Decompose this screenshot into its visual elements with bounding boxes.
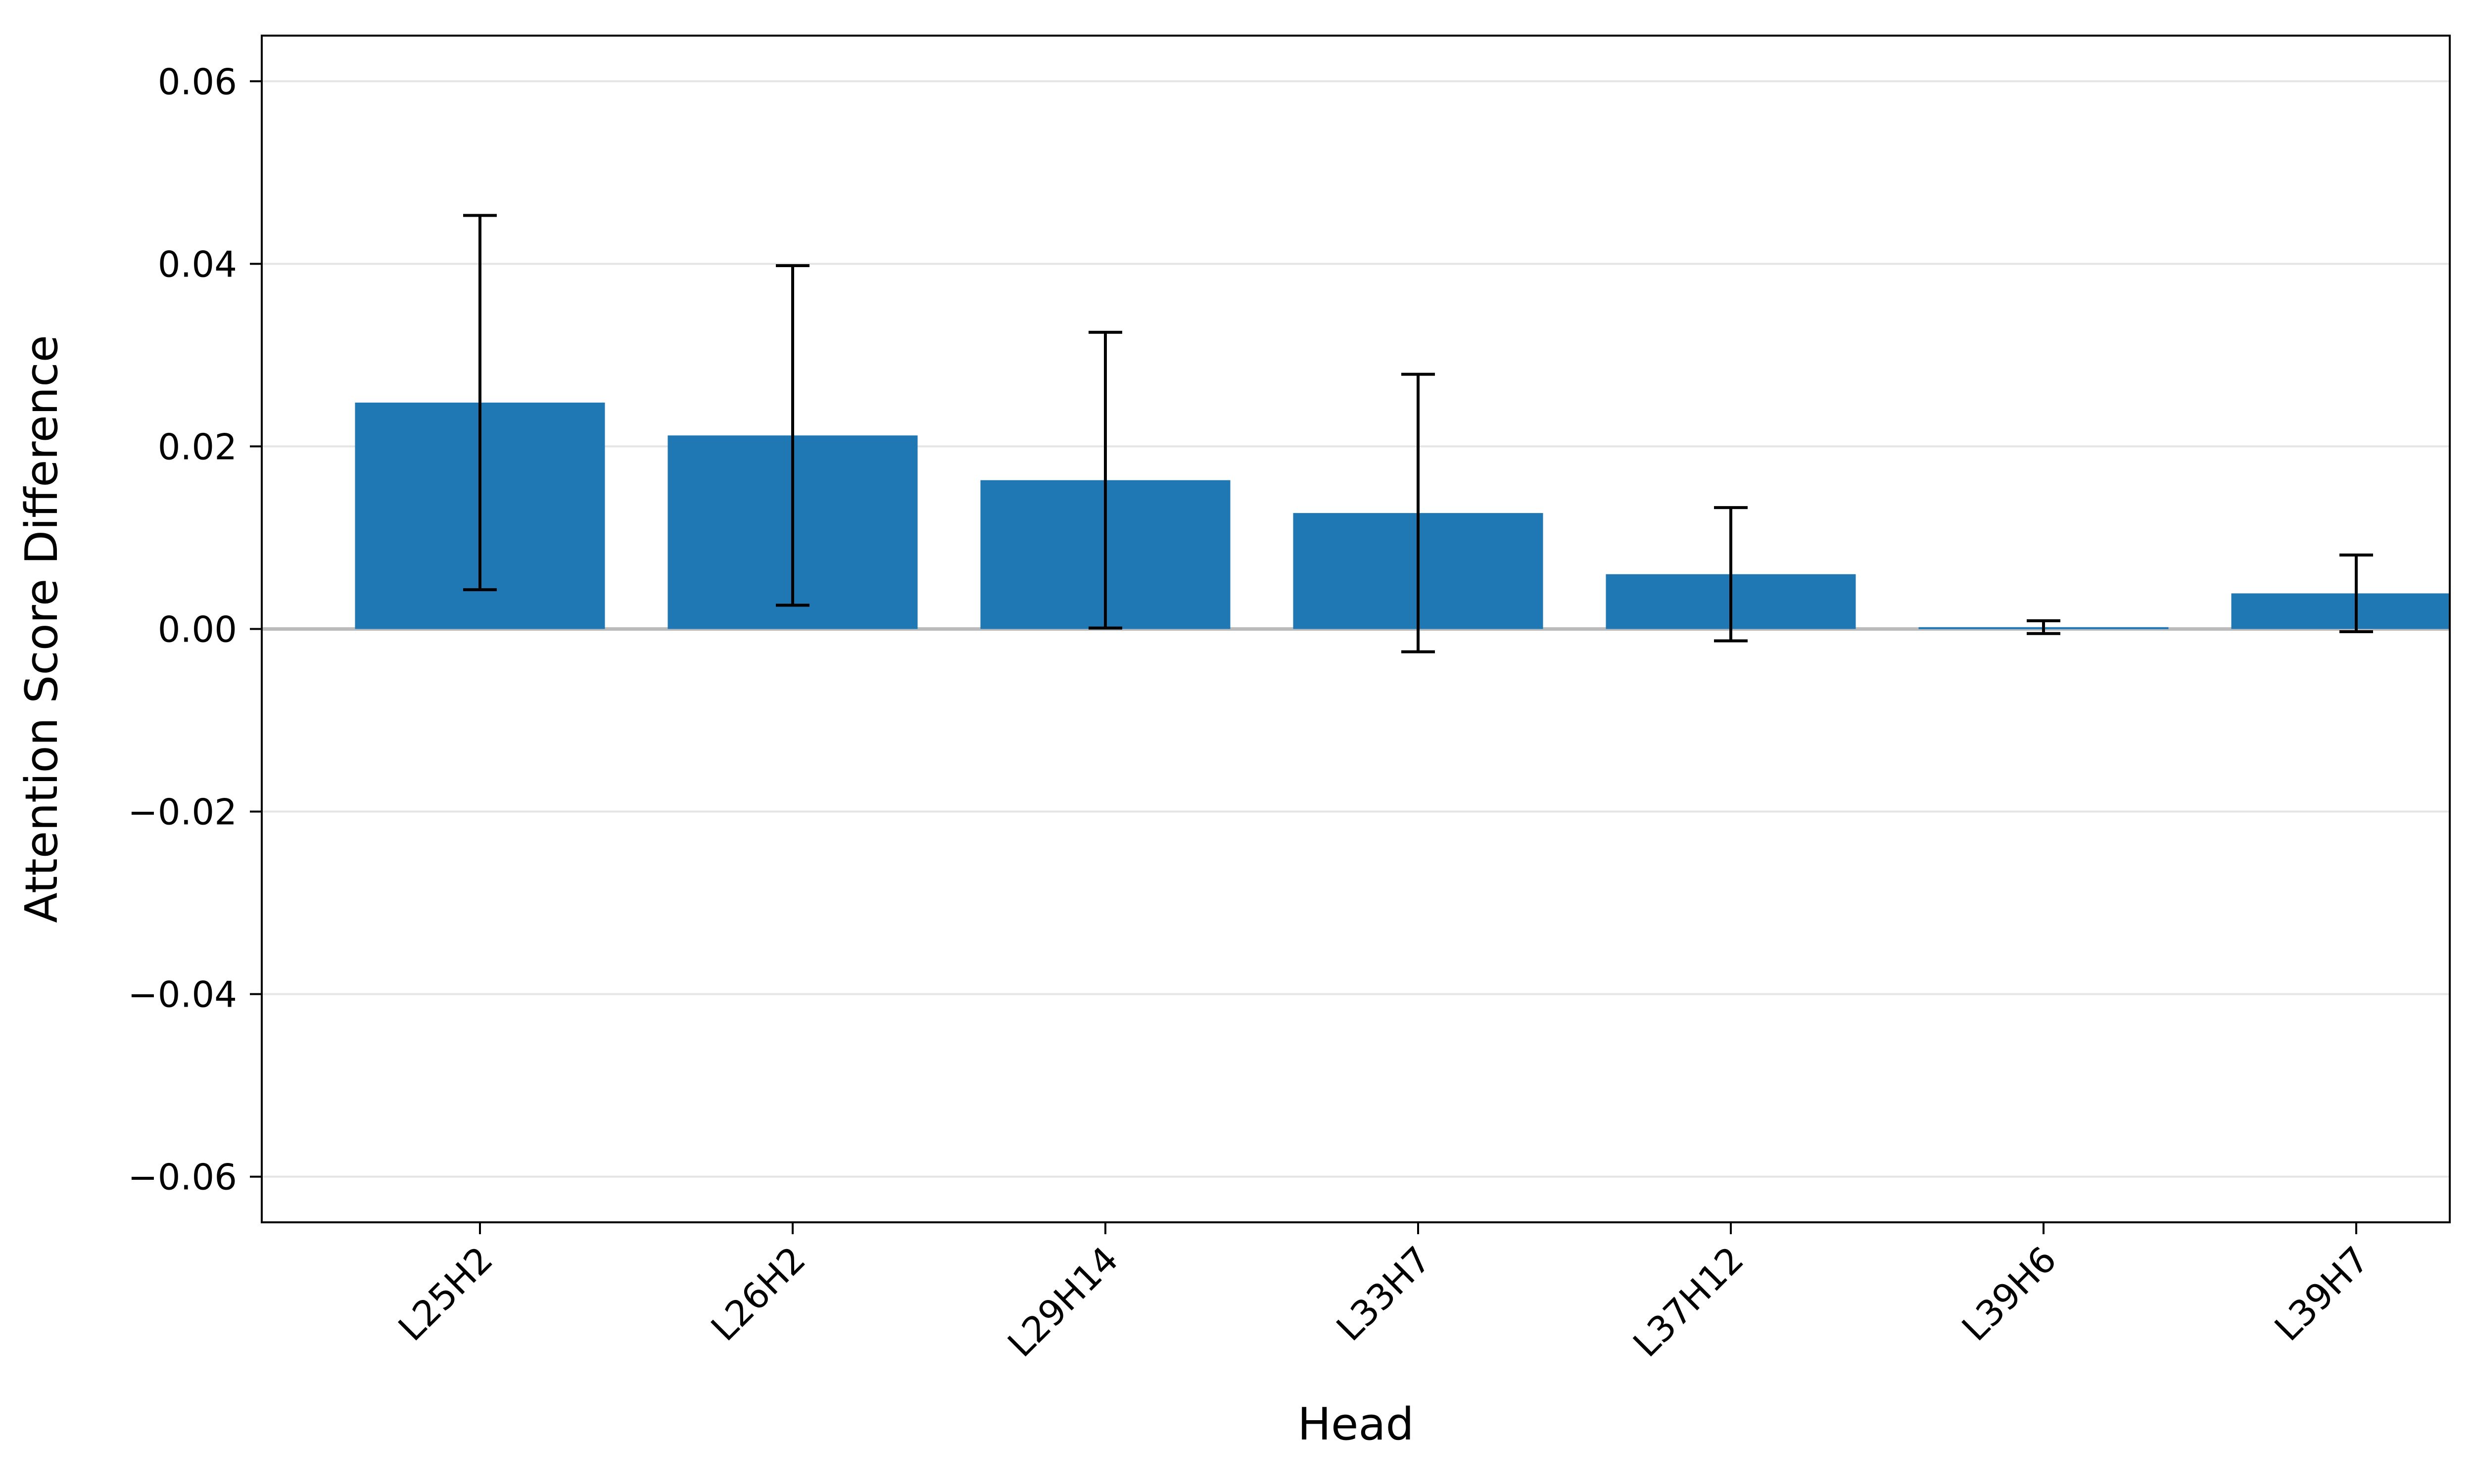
x-tick-label: L33H7 xyxy=(1329,1239,1439,1349)
y-tick-label: 0.04 xyxy=(158,243,237,285)
bar-L39H7 xyxy=(2231,593,2450,629)
x-tick-label: L39H6 xyxy=(1954,1239,2064,1349)
y-tick-label: 0.06 xyxy=(158,61,237,102)
y-tick-label: 0.02 xyxy=(158,426,237,467)
y-tick-label: 0.00 xyxy=(158,609,237,650)
bars xyxy=(355,402,2450,629)
y-axis-label: Attention Score Difference xyxy=(16,335,68,923)
y-tick-label: −0.02 xyxy=(128,791,237,833)
x-tick-label: L25H2 xyxy=(390,1239,501,1349)
y-tick-label: −0.06 xyxy=(128,1157,237,1198)
y-tick-label: −0.04 xyxy=(128,974,237,1016)
x-tick-label: L37H12 xyxy=(1625,1239,1752,1365)
y-axis-ticks: −0.06 −0.04 −0.02 0.00 0.02 0.04 0.06 xyxy=(128,61,262,1198)
x-axis-ticks: L25H2 L26H2 L29H14 L33H7 L37H12 L39H6 L39H7 xyxy=(390,1222,2377,1365)
x-tick-label: L26H2 xyxy=(703,1239,813,1349)
x-axis-label: Head xyxy=(1297,1398,1414,1450)
x-tick-label: L29H14 xyxy=(999,1239,1126,1365)
x-tick-label: L39H7 xyxy=(2267,1239,2377,1349)
error-bars xyxy=(463,214,2373,653)
